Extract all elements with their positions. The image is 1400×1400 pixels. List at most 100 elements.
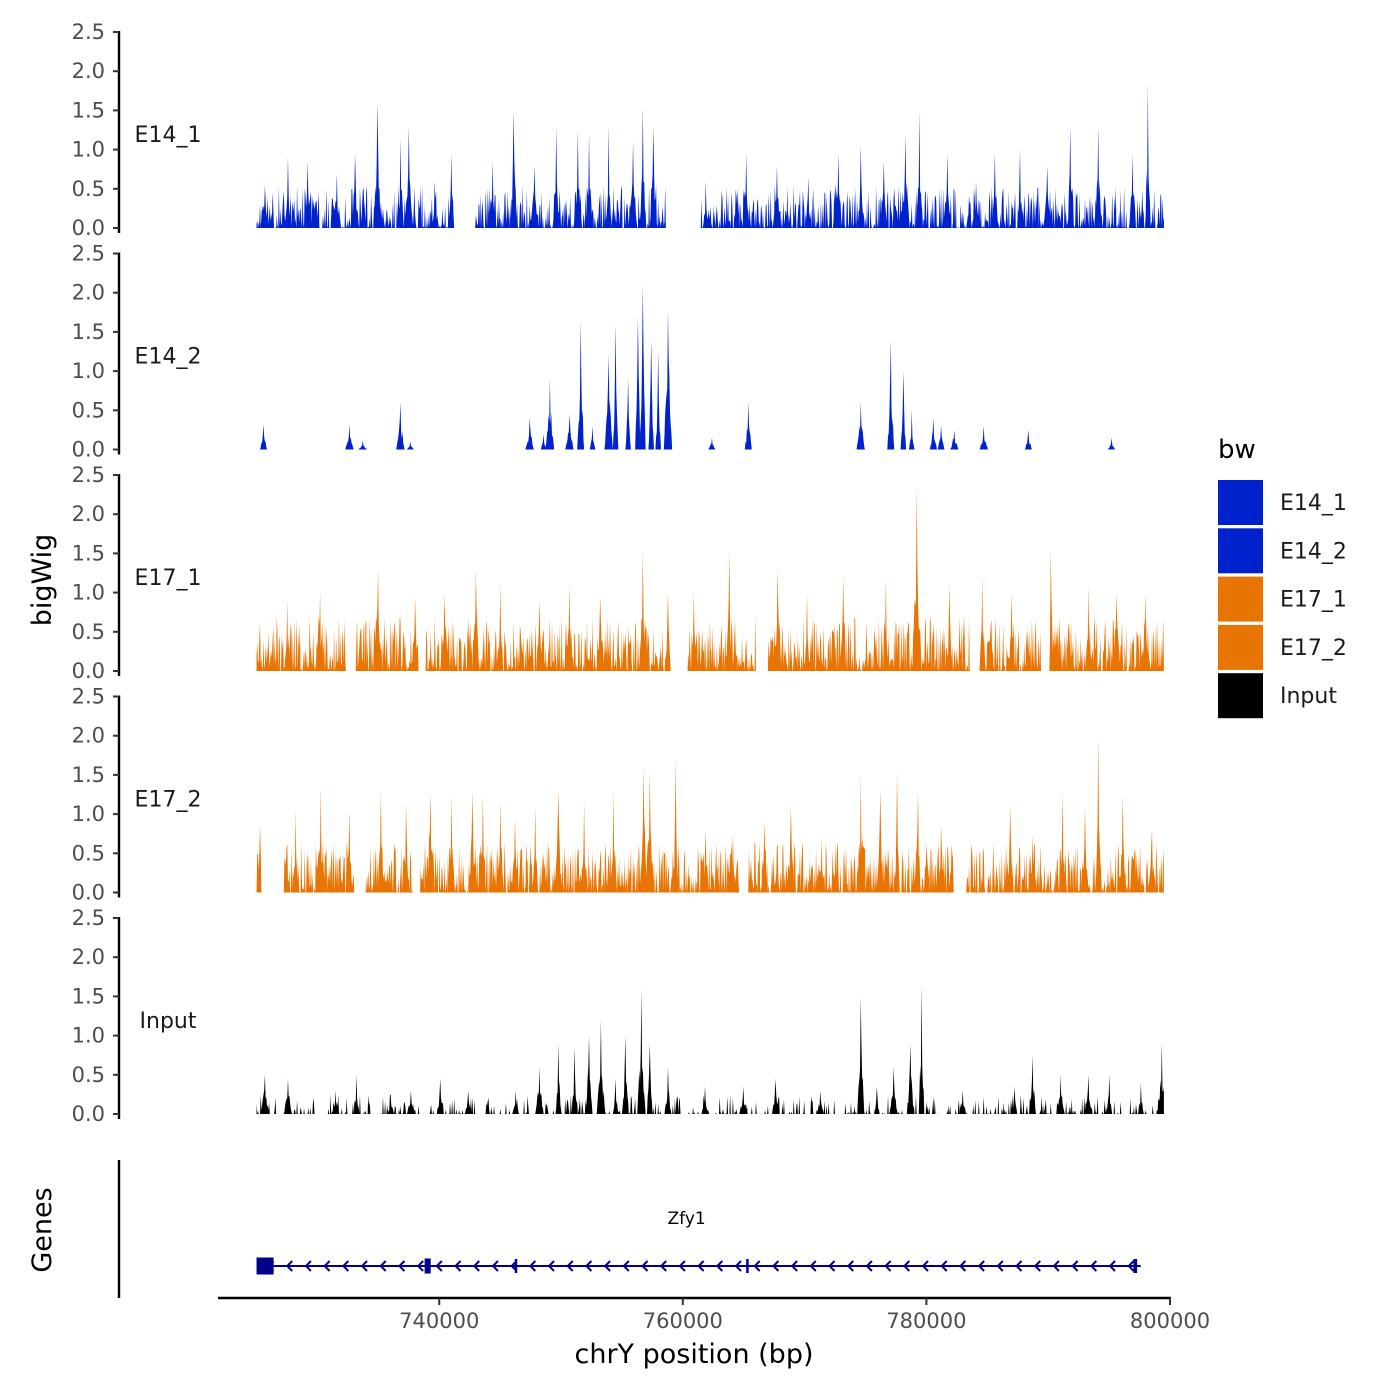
strand-arrow <box>379 1260 387 1272</box>
track-label: E14_2 <box>135 345 202 370</box>
y-tick-label: 1.5 <box>72 98 105 122</box>
strand-arrow <box>622 1260 630 1272</box>
y-tick-label: 1.5 <box>72 984 105 1008</box>
strand-arrow <box>977 1260 985 1272</box>
legend-swatch-E17_1 <box>1218 576 1263 622</box>
strand-arrow <box>547 1260 555 1272</box>
y-tick-label: 1.0 <box>72 1024 105 1048</box>
strand-arrow <box>921 1260 929 1272</box>
y-tick-label: 0.5 <box>72 1063 105 1087</box>
coverage-area-E14_1 <box>256 82 1164 229</box>
coverage-area-Input <box>256 984 1164 1114</box>
strand-arrow <box>940 1260 948 1272</box>
strand-arrow <box>1052 1260 1060 1272</box>
track-E17_2: 0.0 0.5 1.0 1.5 2.0 2.5 E17_2 <box>72 685 1164 905</box>
y-tick-label: 0.5 <box>72 398 105 422</box>
legend-swatch-E14_1 <box>1218 480 1263 525</box>
legend-label-E17_1: E17_1 <box>1280 588 1347 613</box>
legend-swatch-E14_2 <box>1218 528 1263 574</box>
strand-arrow <box>772 1260 780 1272</box>
strand-arrow <box>435 1260 443 1272</box>
track-label: E14_1 <box>135 123 202 148</box>
strand-arrow <box>809 1260 817 1272</box>
y-tick-label: 0.0 <box>72 438 105 462</box>
coverage-area-E17_1 <box>256 486 1164 671</box>
strand-arrow <box>753 1260 761 1272</box>
track-label: Input <box>140 1009 197 1034</box>
y-tick-label: 2.5 <box>72 463 105 487</box>
y-tick-label: 2.5 <box>72 685 105 709</box>
strand-arrow <box>715 1260 724 1272</box>
y-tick-label: 1.0 <box>72 581 105 605</box>
track-E17_1: 0.0 0.5 1.0 1.5 2.0 2.5 E17_1 <box>72 463 1164 683</box>
track-label: E17_2 <box>135 788 202 813</box>
x-tick-label: 800000 <box>1130 1309 1210 1333</box>
y-tick-label: 2.0 <box>72 945 105 969</box>
y-tick-label: 2.5 <box>72 20 105 44</box>
strand-arrow <box>846 1260 854 1272</box>
legend-label-E14_2: E14_2 <box>1280 539 1347 564</box>
legend-swatch-E17_2 <box>1218 624 1263 670</box>
strand-arrow <box>641 1260 649 1272</box>
x-tick-label: 760000 <box>643 1309 723 1333</box>
track-Input: 0.0 0.5 1.0 1.5 2.0 2.5 Input <box>72 906 1164 1126</box>
y-tick-label: 0.0 <box>72 659 105 683</box>
y-tick-label: 0.5 <box>72 841 105 865</box>
legend-label-E17_2: E17_2 <box>1280 636 1347 661</box>
strand-arrow <box>323 1260 331 1272</box>
y-tick-label: 2.0 <box>72 724 105 748</box>
strand-arrow <box>472 1260 480 1272</box>
legend-title: bw <box>1218 435 1256 465</box>
y-tick-label: 1.5 <box>72 763 105 787</box>
coverage-tracks: 0.0 0.5 1.0 1.5 2.0 2.5 E14_1 0.0 0.5 1.0 1.5 2.0 2.… <box>72 20 1164 1126</box>
legend-swatch-Input <box>1218 673 1263 719</box>
x-axis: 740000 760000 780000 800000 <box>218 1296 1210 1333</box>
strand-arrow <box>341 1260 350 1272</box>
strand-arrow <box>285 1260 293 1272</box>
track-E14_2: 0.0 0.5 1.0 1.5 2.0 2.5 E14_2 <box>72 242 1164 462</box>
strand-arrow <box>1015 1260 1023 1272</box>
y-tick-label: 0.0 <box>72 881 105 905</box>
gene-exon <box>1133 1259 1138 1273</box>
y-tick-label: 1.0 <box>72 802 105 826</box>
y-tick-label: 0.5 <box>72 620 105 644</box>
strand-arrow <box>566 1260 574 1272</box>
genes-axis-title: Genes <box>27 1187 58 1272</box>
strand-arrow <box>1071 1260 1079 1272</box>
legend: bw E14_1 E14_2 E17_1 E17_2 Input <box>1218 435 1347 719</box>
legend-label-E14_1: E14_1 <box>1280 491 1347 516</box>
y-tick-label: 2.5 <box>72 906 105 930</box>
strand-arrow <box>902 1260 911 1272</box>
y-axis-title: bigWig <box>27 534 58 627</box>
strand-arrow <box>996 1260 1004 1272</box>
y-tick-label: 1.5 <box>72 541 105 565</box>
coverage-area-E17_2 <box>256 735 1164 893</box>
strand-arrow <box>304 1260 312 1272</box>
y-tick-label: 1.0 <box>72 359 105 383</box>
strand-arrow <box>828 1260 836 1272</box>
strand-arrow <box>1033 1260 1041 1272</box>
strand-arrow <box>1108 1260 1116 1272</box>
strand-arrow <box>1127 1260 1135 1272</box>
gene-exon <box>256 1257 274 1275</box>
y-tick-label: 0.0 <box>72 216 105 240</box>
gene-label: Zfy1 <box>668 1209 706 1229</box>
strand-arrow <box>454 1260 462 1272</box>
track-E14_1: 0.0 0.5 1.0 1.5 2.0 2.5 E14_1 <box>72 20 1164 240</box>
track-label: E17_1 <box>135 566 202 591</box>
strand-arrow <box>884 1260 892 1272</box>
x-tick-label: 740000 <box>399 1309 479 1333</box>
gene-track: Zfy1 <box>117 1160 1141 1298</box>
strand-arrow <box>697 1260 705 1272</box>
strand-arrow <box>734 1260 742 1272</box>
strand-arrow <box>678 1260 686 1272</box>
strand-arrow <box>491 1260 499 1272</box>
y-tick-label: 1.5 <box>72 320 105 344</box>
strand-arrow <box>1089 1260 1098 1272</box>
gene-exon <box>746 1259 749 1273</box>
legend-label-Input: Input <box>1280 684 1337 709</box>
y-tick-label: 0.0 <box>72 1102 105 1126</box>
y-tick-label: 2.0 <box>72 502 105 526</box>
y-tick-label: 2.0 <box>72 59 105 83</box>
